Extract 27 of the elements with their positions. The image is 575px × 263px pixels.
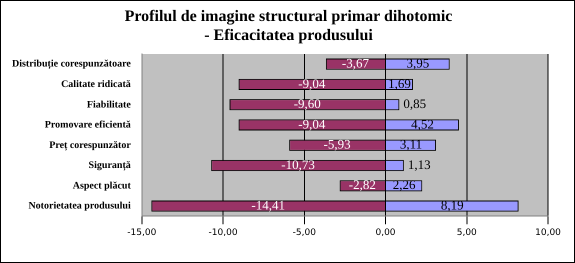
data-label: -9,60 (294, 96, 321, 112)
data-label: 4,52 (411, 116, 434, 132)
y-tick-label: Preț corespunzător (49, 140, 132, 151)
y-tick-label: Aspect plăcut (72, 180, 132, 192)
x-tick-label: -5,00 (292, 228, 316, 238)
x-tick-label: -10,00 (208, 228, 238, 238)
data-label: -9,04 (298, 76, 326, 91)
data-label: -2,82 (348, 177, 376, 192)
y-tick-label: Distribuție corespunzătoare (12, 58, 132, 70)
x-tick-label: -15,00 (127, 228, 157, 238)
y-tick-label: Calitate ridicată (61, 78, 131, 90)
y-tick-label: Notorietatea produsului (28, 200, 131, 212)
data-label: -3,67 (342, 56, 370, 71)
y-tick-label: Siguranță (88, 160, 131, 172)
y-tick-label: Fiabilitate (86, 99, 132, 110)
x-tick-label: 5,00 (456, 228, 478, 238)
chart-title: Profilul de imagine structural primar dihotomic - Eficacitatea produsului (124, 7, 454, 45)
data-label: 1,13 (408, 156, 431, 172)
data-label: -9,04 (298, 116, 326, 132)
x-tick-label: 0,00 (375, 228, 396, 238)
x-tick-label: 10,00 (535, 228, 562, 238)
data-label: -5,93 (324, 136, 351, 152)
y-tick-label: Promovare eficientă (44, 120, 131, 131)
data-label: 0,85 (403, 96, 426, 112)
data-label: -10,73 (281, 156, 315, 172)
data-label: 1,69 (388, 76, 411, 91)
data-label: -14,41 (251, 197, 285, 212)
